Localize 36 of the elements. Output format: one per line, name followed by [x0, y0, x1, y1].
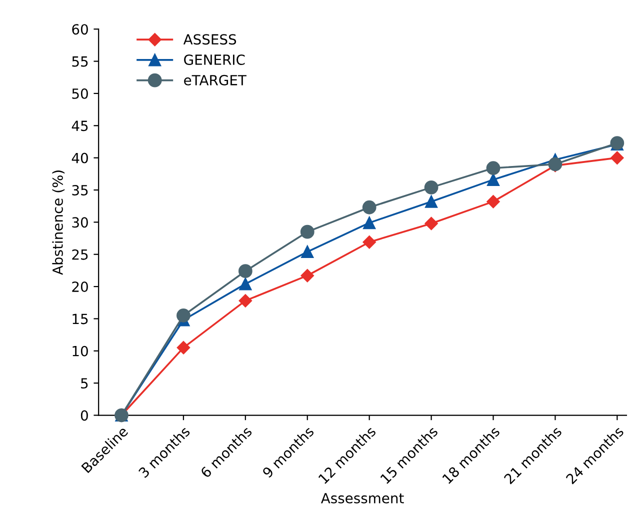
- point: [363, 216, 376, 230]
- point: [424, 216, 438, 230]
- point: [176, 341, 190, 354]
- y-tick-label: 30: [72, 217, 88, 228]
- y-tick-label: 55: [72, 56, 88, 67]
- y-tick-label: 60: [72, 24, 88, 35]
- y-tick-label: 10: [72, 346, 88, 356]
- point: [239, 278, 252, 290]
- point: [176, 308, 190, 322]
- point: [238, 264, 252, 278]
- point: [424, 180, 438, 194]
- legend-label: eTARGET: [184, 74, 246, 86]
- y-axis-title: Abstinence (%): [52, 170, 65, 275]
- point: [300, 224, 314, 239]
- point: [300, 269, 314, 282]
- y-tick-label: 20: [72, 282, 88, 292]
- y-tick-label: 45: [72, 120, 88, 132]
- y-tick-label: 25: [72, 249, 88, 260]
- point: [487, 173, 500, 186]
- legend-label: GENERIC: [184, 54, 245, 66]
- point: [301, 246, 314, 258]
- point: [362, 236, 376, 249]
- point: [486, 194, 500, 208]
- point: [238, 294, 252, 308]
- point: [610, 151, 624, 164]
- y-tick-label: 50: [72, 88, 88, 99]
- point: [486, 161, 500, 176]
- y-tick-label: 40: [72, 152, 88, 164]
- point: [425, 195, 438, 208]
- y-tick-label: 15: [72, 314, 88, 324]
- legend-label: ASSESS: [183, 34, 236, 45]
- point: [362, 200, 376, 214]
- x-axis-title: Assessment: [320, 493, 404, 504]
- y-tick-label: 5: [81, 378, 88, 389]
- y-tick-label: 0: [80, 410, 88, 421]
- y-tick-label: 35: [72, 184, 88, 196]
